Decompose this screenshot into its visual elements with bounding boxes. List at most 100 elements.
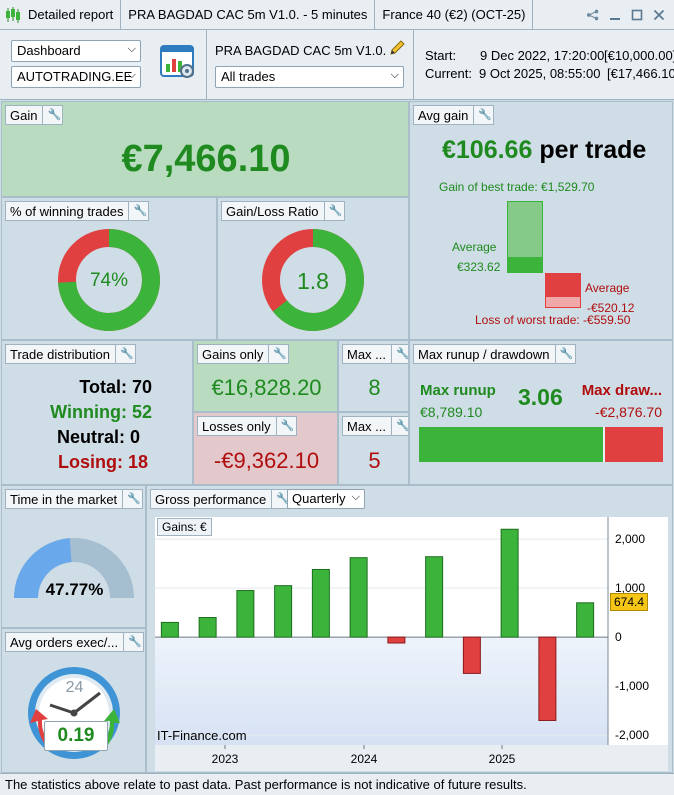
wrench-icon[interactable]: 🔧 <box>123 633 142 651</box>
wrench-icon[interactable]: 🔧 <box>275 417 294 435</box>
time-in-market-gauge <box>14 538 134 598</box>
x-tick-label: 2023 <box>212 752 239 766</box>
wrench-icon[interactable]: 🔧 <box>268 345 287 363</box>
negative-area <box>155 637 608 745</box>
y-tick-label: -2,000 <box>615 728 649 742</box>
wrench-icon[interactable]: 🔧 <box>122 490 141 508</box>
max-consec-loss-value: 5 <box>368 448 381 473</box>
close-icon[interactable] <box>652 8 666 22</box>
total-trades: Total: 70 <box>79 377 152 397</box>
edit-pencil-icon[interactable] <box>387 38 407 61</box>
time-in-market-panel: Time in the market 🔧 47.77% <box>1 485 146 628</box>
account-select-value: AUTOTRADING.EE <box>17 69 133 84</box>
max-consec-loss-panel: Max ... 🔧 5 <box>338 412 409 485</box>
x-tick-label: 2024 <box>351 752 378 766</box>
report-tab[interactable]: Detailed report <box>0 0 122 29</box>
avg-gain-panel-title: Avg gain 🔧 <box>413 105 495 125</box>
wrench-icon[interactable]: 🔧 <box>128 202 147 220</box>
wrench-icon[interactable]: 🔧 <box>473 106 492 124</box>
gains-only-title-text: Gains only <box>202 346 264 362</box>
view-select-value: Dashboard <box>17 43 81 58</box>
wrench-icon[interactable]: 🔧 <box>323 202 342 220</box>
max-consec-win-title-text: Max ... <box>347 346 387 362</box>
current-capital: [€17,466.10] <box>607 66 674 81</box>
avg-gain-headline: €106.66 per trade <box>442 136 646 165</box>
avg-positive-label: Average <box>452 240 497 254</box>
chevron-down-icon: ⌵ <box>390 69 399 81</box>
winning-pct-panel: % of winning trades 🔧 74% <box>1 197 217 340</box>
chart-bar <box>425 556 444 638</box>
current-label: Current: <box>425 66 472 81</box>
best-trade-label: Gain of best trade: €1,529.70 <box>439 180 595 194</box>
gain-value: €7,466.10 <box>121 138 291 180</box>
y-tick-label: 1,000 <box>615 581 645 595</box>
share-icon[interactable] <box>586 8 600 22</box>
y-tick-label: -1,000 <box>615 679 649 693</box>
avg-negative-value: -€520.12 <box>587 301 635 315</box>
losses-only-title-text: Losses only <box>202 418 271 434</box>
losses-only-panel-title: Losses only 🔧 <box>197 416 297 436</box>
report-title: Detailed report <box>28 7 114 22</box>
max-consec-loss-panel-title: Max ... 🔧 <box>342 416 408 436</box>
gross-performance-title-text: Gross performance <box>155 491 267 507</box>
winning-trades: Winning: 52 <box>50 402 152 422</box>
wrench-icon[interactable]: 🔧 <box>42 106 61 124</box>
time-in-market-title-text: Time in the market <box>10 491 118 507</box>
trade-distribution-title-text: Trade distribution <box>10 346 110 362</box>
period-select[interactable]: Quarterly ⌵ <box>287 489 365 509</box>
wrench-icon[interactable]: 🔧 <box>391 417 408 435</box>
avg-gain-bar <box>507 257 543 273</box>
report-settings-icon[interactable] <box>158 42 198 82</box>
runup-ratio: 3.06 <box>518 384 563 410</box>
y-axis-area <box>608 517 668 745</box>
wrench-icon[interactable]: 🔧 <box>114 345 134 363</box>
runup-label: Max runup <box>420 382 496 399</box>
gains-only-panel: Gains only 🔧 €16,828.20 <box>193 340 338 412</box>
gross-performance-chart: 2,000 1,000 0 -1,000 -2,000 2023 2024 2025 <box>155 517 668 771</box>
chart-bar <box>462 636 481 674</box>
wrench-icon[interactable]: 🔧 <box>271 490 290 508</box>
disclaimer-footer: The statistics above relate to past data… <box>0 773 674 795</box>
gross-performance-panel: Gross performance 🔧 Quarterly ⌵ 2,000 1,0… <box>146 485 673 773</box>
runup-value: €8,789.10 <box>420 404 483 420</box>
chart-bar <box>311 568 330 638</box>
avg-gain-title-text: Avg gain <box>418 107 469 123</box>
avg-orders-panel-title: Avg orders exec/... 🔧 <box>5 632 145 652</box>
trade-distribution-panel: Trade distribution 🔧 Total: 70 Winning: … <box>1 340 193 485</box>
chart-bar <box>198 617 217 638</box>
time-in-market-panel-title: Time in the market 🔧 <box>5 489 144 509</box>
neutral-trades: Neutral: 0 <box>56 427 140 447</box>
avg-orders-title-text: Avg orders exec/... <box>10 634 119 650</box>
worst-trade-label: Loss of worst trade: -€559.50 <box>475 313 631 327</box>
gain-loss-ratio-panel-title: Gain/Loss Ratio 🔧 <box>221 201 345 221</box>
runup-bar <box>419 427 603 462</box>
clock-24-label: 24 <box>65 679 84 696</box>
trades-select[interactable]: All trades ⌵ <box>215 66 404 88</box>
chart-bar <box>538 636 557 721</box>
window-titlebar: Detailed report PRA BAGDAD CAC 5m V1.0. … <box>0 0 674 30</box>
minimize-icon[interactable] <box>608 8 622 22</box>
view-select[interactable]: Dashboard ⌵ <box>11 40 141 62</box>
max-consec-win-panel: Max ... 🔧 8 <box>338 340 409 412</box>
gain-panel-title: Gain 🔧 <box>5 105 64 125</box>
avg-gain-panel: Avg gain 🔧 €106.66 per trade Gain of bes… <box>409 101 673 340</box>
avg-gain-suffix: per trade <box>539 136 647 164</box>
trade-distribution-panel-title: Trade distribution 🔧 <box>5 344 136 364</box>
drawdown-bar <box>603 427 663 462</box>
maximize-icon[interactable] <box>630 8 644 22</box>
gain-panel: Gain 🔧 €7,466.10 <box>1 101 409 197</box>
current-date: 9 Oct 2025, 08:55:00 <box>479 66 601 81</box>
chart-bar <box>349 557 368 638</box>
gains-only-panel-title: Gains only 🔧 <box>197 344 290 364</box>
wrench-icon[interactable]: 🔧 <box>554 345 573 363</box>
chevron-down-icon: ⌵ <box>127 43 136 55</box>
chevron-down-icon: ⌵ <box>127 69 136 81</box>
account-select[interactable]: AUTOTRADING.EE ⌵ <box>11 66 141 88</box>
wrench-icon[interactable]: 🔧 <box>391 345 408 363</box>
last-value-tag: 674.4 <box>610 592 649 611</box>
avg-orders-panel: Avg orders exec/... 🔧 24 0.19 <box>1 628 146 773</box>
drawdown-value: -€2,876.70 <box>595 404 662 420</box>
start-capital: [€10,000.00] <box>604 48 674 63</box>
avg-gain-value: €106.66 <box>442 136 533 164</box>
max-consec-win-panel-title: Max ... 🔧 <box>342 344 408 364</box>
